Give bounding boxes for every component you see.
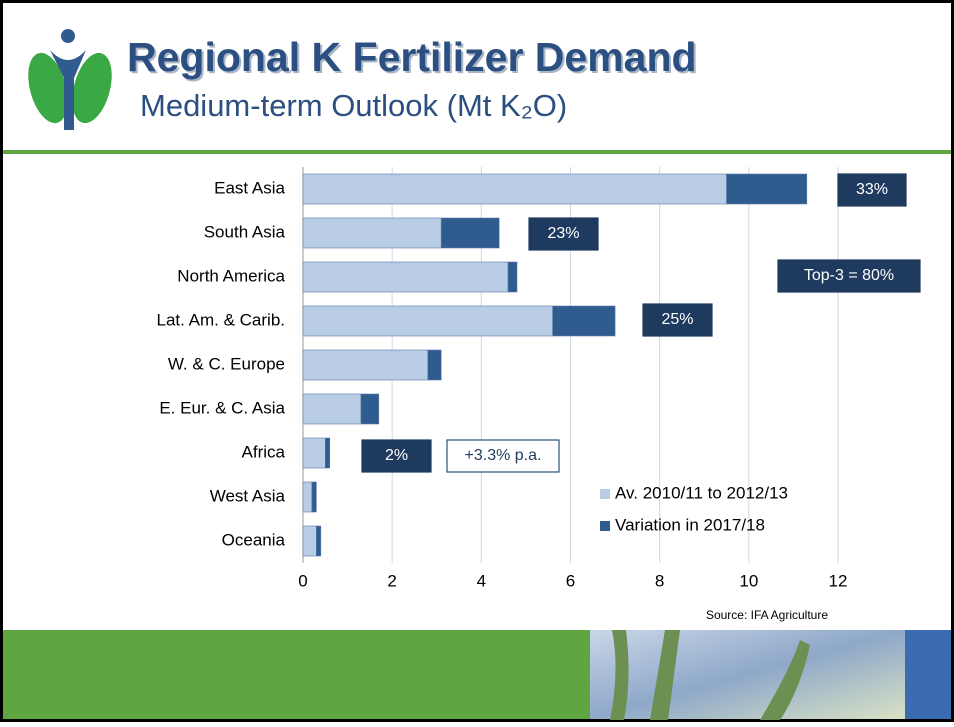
annotation: +3.3% p.a. (465, 447, 542, 464)
legend-swatch (600, 489, 610, 499)
y-tick-label: Africa (242, 442, 286, 461)
x-tick-label: 2 (387, 571, 396, 590)
bar-segment (303, 306, 553, 336)
bar-segment (508, 262, 517, 292)
annotation: 33% (856, 181, 888, 198)
x-tick-label: 4 (477, 571, 486, 590)
y-tick-label: South Asia (204, 222, 286, 241)
bar-segment (303, 262, 508, 292)
bar-segment (441, 218, 499, 248)
y-tick-label: East Asia (214, 178, 285, 197)
chart-title: Regional K Fertilizer Demand (127, 34, 697, 80)
x-tick-label: 6 (566, 571, 575, 590)
bar-segment (303, 482, 312, 512)
x-tick-label: 12 (829, 571, 848, 590)
x-tick-label: 8 (655, 571, 664, 590)
bar-segment (312, 482, 316, 512)
chart-subtitle: Medium-term Outlook (Mt K₂O) (140, 88, 567, 123)
y-tick-label: W. & C. Europe (168, 354, 285, 373)
y-tick-label: E. Eur. & C. Asia (159, 398, 285, 417)
bar-segment (303, 218, 441, 248)
bar-segment (303, 174, 727, 204)
y-tick-label: North America (177, 266, 285, 285)
bar-segment (325, 438, 329, 468)
footer-band (3, 630, 590, 719)
bar-segment (303, 526, 316, 556)
bar-segment (428, 350, 441, 380)
bar-segment (361, 394, 379, 424)
bar-segment (553, 306, 615, 336)
annotation: 2% (385, 447, 408, 464)
y-tick-label: Oceania (222, 530, 286, 549)
bar-segment (316, 526, 320, 556)
bar-segment (303, 438, 325, 468)
legend-label: Av. 2010/11 to 2012/13 (615, 483, 788, 502)
header-rule (3, 150, 951, 154)
legend-label: Variation in 2017/18 (615, 515, 765, 534)
x-tick-label: 0 (298, 571, 307, 590)
slide: Regional K Fertilizer Demand Regional K … (0, 0, 954, 722)
footer-photo (590, 630, 905, 719)
y-tick-label: Lat. Am. & Carib. (157, 310, 286, 329)
source-note: Source: IFA Agriculture (706, 608, 828, 622)
annotation: Top-3 = 80% (804, 267, 894, 284)
legend-swatch (600, 521, 610, 531)
bar-segment (727, 174, 807, 204)
annotation: 25% (661, 311, 693, 328)
x-tick-label: 10 (739, 571, 758, 590)
bar-segment (303, 350, 428, 380)
footer-block (905, 630, 951, 719)
bar-segment (303, 394, 361, 424)
annotation: 23% (547, 225, 579, 242)
y-tick-label: West Asia (210, 486, 286, 505)
